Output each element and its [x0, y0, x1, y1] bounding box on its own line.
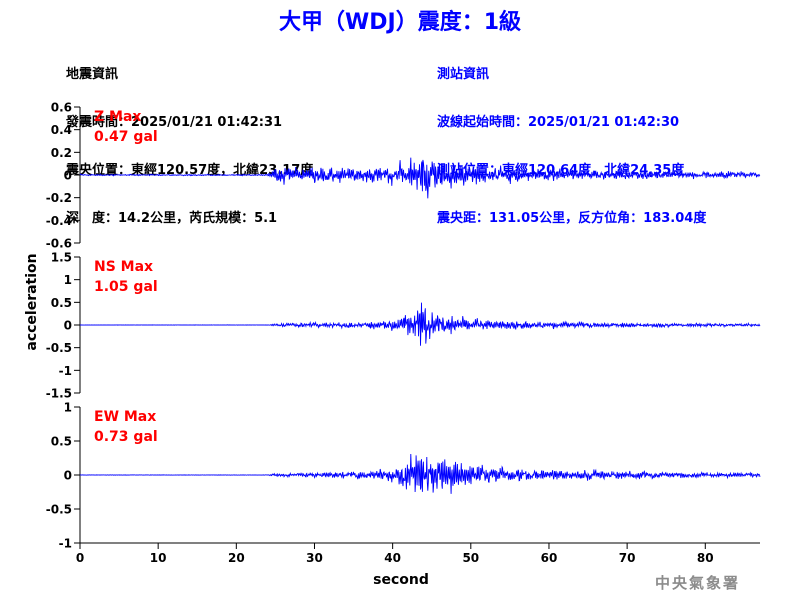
ew-waveform-line [79, 453, 761, 494]
z-y-tick-label: 0.4 [51, 123, 72, 137]
ew-y-tick-label: 0.5 [51, 435, 72, 449]
z-y-tick-label: -0.6 [46, 237, 72, 251]
z-max-label: Z Max 0.47 gal [94, 107, 158, 147]
quake-depth-magnitude: 深 度：14.2公里，芮氏規模：5.1 [66, 211, 278, 226]
x-tick-label: 10 [150, 551, 167, 565]
z-y-tick-label: -0.2 [46, 191, 72, 205]
z-y-tick-label: 0.2 [51, 146, 72, 160]
x-tick-label: 0 [76, 551, 84, 565]
quake-time: 發震時間：2025/01/21 01:42:31 [66, 115, 283, 130]
station-info-heading: 測站資訊 [437, 67, 490, 82]
ns-y-tick-label: 0.5 [51, 296, 72, 310]
ew-y-tick-label: -0.5 [46, 503, 72, 517]
x-tick-label: 50 [462, 551, 479, 565]
x-tick-label: 60 [541, 551, 558, 565]
ns-max-value: 1.05 gal [94, 279, 158, 295]
ew-max-title: EW Max [94, 409, 157, 425]
z-waveform-line [79, 157, 761, 199]
quake-location: 震央位置：東經120.57度，北緯23.17度 [66, 163, 314, 178]
x-tick-label: 20 [228, 551, 245, 565]
ns-y-tick-label: -1 [59, 364, 72, 378]
x-tick-label: 80 [697, 551, 714, 565]
epicentral-distance: 震央距：131.05公里，反方位角：183.04度 [437, 211, 707, 226]
x-tick-label: 70 [619, 551, 636, 565]
chart-title: 大甲（WDJ）震度：1級 [278, 10, 522, 35]
x-tick-label: 30 [306, 551, 323, 565]
quake-info: 地震資訊 發震時間：2025/01/21 01:42:31 震央位置：東經120… [66, 35, 313, 243]
z-y-tick-label: 0.6 [51, 101, 72, 115]
agency-watermark: 中央氣象署 [655, 574, 741, 592]
ew-y-tick-label: -1 [59, 537, 72, 551]
x-tick-label: 40 [384, 551, 401, 565]
y-axis-label: acceleration [24, 253, 40, 351]
x-axis-label: second [373, 572, 429, 588]
ns-max-title: NS Max [94, 259, 154, 275]
ns-y-tick-label: 1.5 [51, 251, 72, 265]
ns-waveform-line [79, 302, 761, 346]
ew-max-label: EW Max 0.73 gal [94, 407, 158, 447]
wave-start-time: 波線起始時間：2025/01/21 01:42:30 [437, 115, 680, 130]
z-max-value: 0.47 gal [94, 129, 158, 145]
ew-max-value: 0.73 gal [94, 429, 158, 445]
z-max-title: Z Max [94, 109, 142, 125]
ns-max-label: NS Max 1.05 gal [94, 257, 158, 297]
z-y-tick-label: 0 [64, 169, 72, 183]
ns-y-tick-label: -0.5 [46, 341, 72, 355]
z-y-tick-label: -0.4 [46, 214, 72, 228]
ns-y-tick-label: 0 [64, 319, 72, 333]
ew-y-tick-label: 1 [64, 401, 72, 415]
quake-info-heading: 地震資訊 [66, 67, 119, 82]
station-info: 測站資訊 波線起始時間：2025/01/21 01:42:30 測站位置：東經1… [437, 35, 706, 243]
ew-y-tick-label: 0 [64, 469, 72, 483]
ns-y-tick-label: 1 [64, 273, 72, 287]
ns-y-tick-label: -1.5 [46, 387, 72, 401]
